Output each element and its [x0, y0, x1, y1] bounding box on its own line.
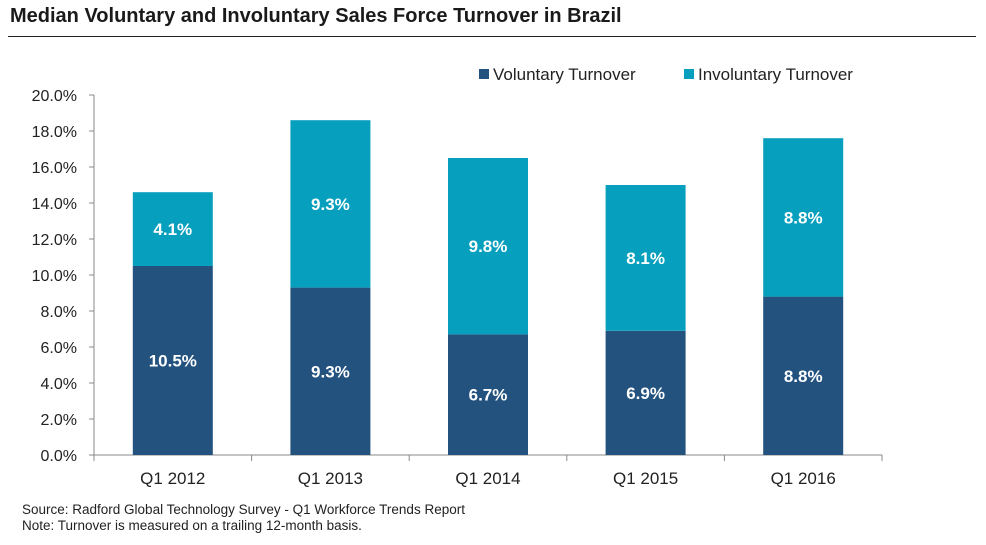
- bar-involuntary: [290, 120, 371, 288]
- footnotes: Source: Radford Global Technology Survey…: [22, 502, 465, 534]
- data-label-involuntary: 4.1%: [153, 220, 192, 239]
- legend-label-voluntary: Voluntary Turnover: [493, 65, 636, 84]
- source-note: Source: Radford Global Technology Survey…: [22, 502, 465, 517]
- x-tick-label: Q1 2014: [455, 469, 520, 488]
- bar-voluntary: [605, 330, 686, 455]
- methodology-note: Note: Turnover is measured on a trailing…: [22, 518, 362, 533]
- data-label-voluntary: 10.5%: [149, 352, 197, 371]
- chart-title: Median Voluntary and Involuntary Sales F…: [10, 5, 622, 27]
- y-tick-label: 2.0%: [41, 412, 77, 429]
- y-tick-label: 12.0%: [32, 232, 77, 249]
- bar-voluntary: [763, 296, 844, 455]
- y-tick-label: 10.0%: [32, 268, 77, 285]
- y-tick-label: 20.0%: [32, 88, 77, 105]
- y-tick-label: 14.0%: [32, 196, 77, 213]
- bar-involuntary: [448, 158, 528, 335]
- x-tick-label: Q1 2016: [771, 469, 836, 488]
- data-label-voluntary: 6.9%: [626, 384, 665, 403]
- y-tick-label: 4.0%: [41, 376, 77, 393]
- x-tick-label: Q1 2012: [140, 469, 205, 488]
- bar-involuntary: [763, 138, 844, 297]
- bar-voluntary: [290, 287, 371, 455]
- y-tick-label: 8.0%: [41, 304, 77, 321]
- data-label-involuntary: 9.8%: [469, 237, 508, 256]
- stacked-bar-chart: 0.0% 2.0% 4.0% 6.0% 8.0% 10.0% 12.0% 14.0% 16.0%…: [32, 65, 883, 488]
- data-label-voluntary: 6.7%: [469, 386, 508, 405]
- data-label-involuntary: 9.3%: [311, 195, 350, 214]
- data-label-voluntary: 9.3%: [311, 362, 350, 381]
- bar-voluntary: [132, 266, 213, 455]
- y-tick-label: 0.0%: [41, 448, 77, 465]
- y-tick-label: 16.0%: [32, 160, 77, 177]
- data-label-involuntary: 8.1%: [626, 249, 665, 268]
- title-divider: [8, 36, 976, 37]
- bar-involuntary: [132, 192, 213, 266]
- y-tick-label: 6.0%: [41, 340, 77, 357]
- legend-label-involuntary: Involuntary Turnover: [698, 65, 853, 84]
- legend-swatch-involuntary: [684, 69, 694, 79]
- data-label-involuntary: 8.8%: [784, 208, 823, 227]
- bar-voluntary: [448, 334, 528, 455]
- x-tick-label: Q1 2015: [613, 469, 678, 488]
- bar-involuntary: [605, 185, 686, 331]
- legend-swatch-voluntary: [479, 69, 489, 79]
- x-tick-label: Q1 2013: [298, 469, 363, 488]
- y-tick-label: 18.0%: [32, 124, 77, 141]
- data-label-voluntary: 8.8%: [784, 367, 823, 386]
